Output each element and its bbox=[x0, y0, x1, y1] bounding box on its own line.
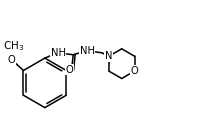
Text: O: O bbox=[65, 65, 73, 75]
Text: NH: NH bbox=[51, 48, 66, 58]
Text: NH: NH bbox=[80, 46, 95, 56]
Text: O: O bbox=[8, 55, 15, 65]
Text: N: N bbox=[105, 51, 113, 61]
Text: O: O bbox=[131, 66, 138, 76]
Text: CH$_3$: CH$_3$ bbox=[3, 39, 24, 53]
